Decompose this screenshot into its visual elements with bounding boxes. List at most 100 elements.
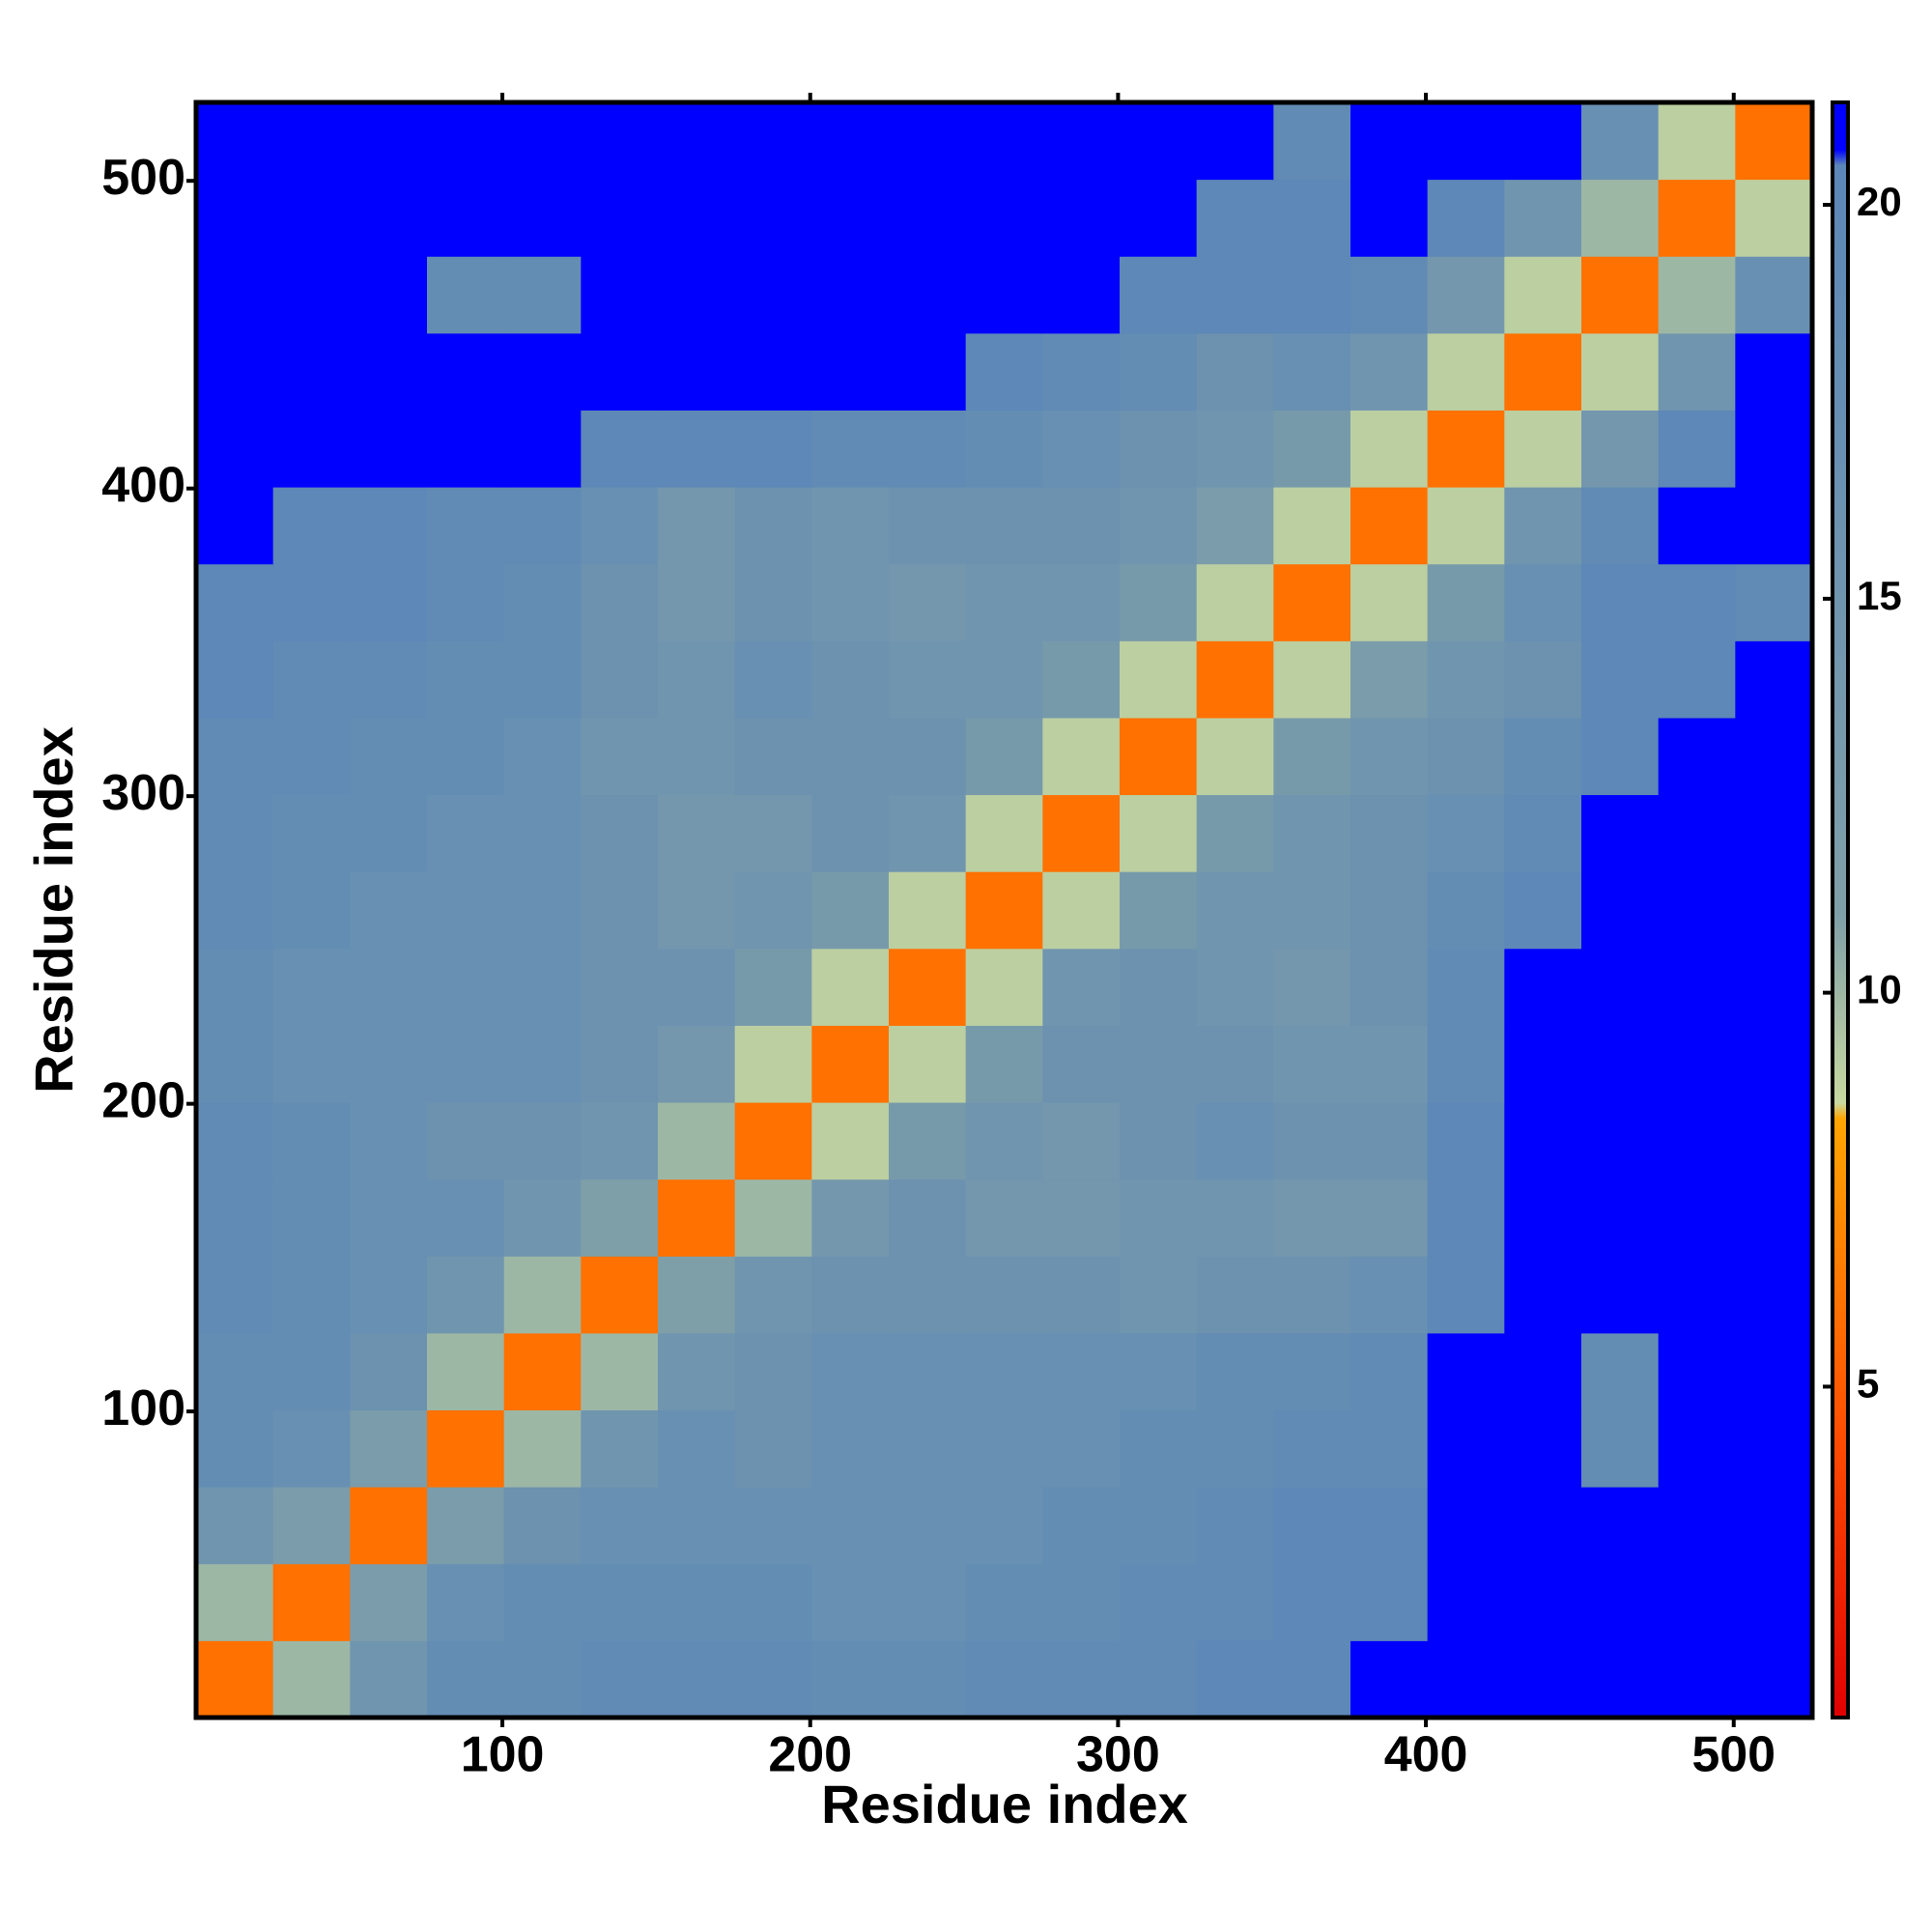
heatmap-cell <box>1196 1332 1274 1411</box>
heatmap-cell <box>1735 794 1812 872</box>
heatmap-cell <box>272 794 351 872</box>
heatmap-cell <box>1273 563 1351 641</box>
heatmap-cell <box>1042 871 1121 950</box>
heatmap-cell <box>350 179 428 257</box>
heatmap-cell <box>1196 948 1274 1026</box>
heatmap-cell <box>1042 1256 1121 1334</box>
heatmap-cell <box>1581 1179 1660 1257</box>
heatmap-cell <box>965 1256 1043 1334</box>
heatmap-cell <box>427 1563 505 1641</box>
heatmap-cell <box>1120 1025 1198 1103</box>
heatmap-cell <box>427 332 505 411</box>
heatmap-cell <box>1735 1025 1812 1103</box>
heatmap-cell <box>427 794 505 872</box>
heatmap-cell <box>811 1640 890 1718</box>
heatmap-cell <box>1581 256 1660 334</box>
heatmap-cell <box>1120 717 1198 796</box>
y-tick-label: 500 <box>101 150 185 206</box>
heatmap-cell <box>196 179 274 257</box>
heatmap-cell <box>1042 717 1121 796</box>
heatmap-cell <box>427 410 505 488</box>
heatmap-cell <box>1350 717 1429 796</box>
heatmap-cell <box>1735 1102 1812 1180</box>
heatmap-cell <box>1658 563 1736 641</box>
heatmap-cell <box>272 1563 351 1641</box>
heatmap-cell <box>581 1256 659 1334</box>
heatmap-cell <box>427 563 505 641</box>
heatmap-cell <box>1735 487 1812 565</box>
heatmap-cell <box>503 256 582 334</box>
heatmap-cell <box>889 1102 967 1180</box>
heatmap-cell <box>1735 179 1812 257</box>
heatmap-cell <box>734 410 812 488</box>
heatmap-cell <box>1658 640 1736 719</box>
heatmap-cell <box>811 410 890 488</box>
heatmap-cell <box>1042 1409 1121 1488</box>
heatmap-cell <box>889 487 967 565</box>
heatmap-cell <box>1120 1563 1198 1641</box>
heatmap-cell <box>1196 410 1274 488</box>
heatmap-cell <box>811 256 890 334</box>
heatmap-cell <box>1350 487 1429 565</box>
heatmap-cell <box>658 1332 736 1411</box>
heatmap-cell <box>1273 640 1351 719</box>
heatmap-cell <box>734 1563 812 1641</box>
y-axis-title: Residue index <box>23 726 84 1094</box>
heatmap-cell <box>196 1332 274 1411</box>
heatmap-cell <box>503 1487 582 1565</box>
heatmap-cell <box>1196 563 1274 641</box>
heatmap-cell <box>734 948 812 1026</box>
heatmap-cell <box>350 1563 428 1641</box>
heatmap-cell <box>1658 1332 1736 1411</box>
heatmap-cell <box>965 1487 1043 1565</box>
heatmap-cell <box>350 102 428 181</box>
heatmap-cell <box>734 1025 812 1103</box>
heatmap-cell <box>1581 871 1660 950</box>
heatmap-cell <box>1427 640 1505 719</box>
heatmap-cell <box>503 410 582 488</box>
heatmap-cell <box>1273 1179 1351 1257</box>
heatmap-cell <box>889 179 967 257</box>
heatmap-cell <box>1120 332 1198 411</box>
heatmap-cell <box>503 948 582 1026</box>
heatmap-cell <box>1504 179 1582 257</box>
heatmap-cell <box>734 871 812 950</box>
heatmap-cell <box>734 1487 812 1565</box>
heatmap-cell <box>1504 1102 1582 1180</box>
heatmap-cell <box>889 102 967 181</box>
heatmap-cell <box>1350 410 1429 488</box>
heatmap-cell <box>581 332 659 411</box>
heatmap-cell <box>1658 794 1736 872</box>
heatmap-cell <box>581 794 659 872</box>
heatmap-cell <box>196 1409 274 1488</box>
y-tick-label: 300 <box>101 765 185 821</box>
heatmap-cell <box>658 717 736 796</box>
heatmap-cell <box>1581 1409 1660 1488</box>
heatmap-cell <box>1427 102 1505 181</box>
heatmap-cell <box>272 717 351 796</box>
heatmap-cell <box>1735 256 1812 334</box>
heatmap-cell <box>734 1409 812 1488</box>
heatmap-cell <box>503 794 582 872</box>
heatmap-cell <box>350 563 428 641</box>
colorbar <box>1831 100 1850 1719</box>
heatmap-cell <box>196 563 274 641</box>
heatmap-cell <box>350 256 428 334</box>
heatmap-cell <box>1504 410 1582 488</box>
heatmap-cell <box>1427 871 1505 950</box>
heatmap-cell <box>1120 256 1198 334</box>
heatmap-cell <box>581 1332 659 1411</box>
heatmap-cell <box>658 1025 736 1103</box>
heatmap-cell <box>1350 1179 1429 1257</box>
heatmap-cell <box>811 102 890 181</box>
heatmap-cell <box>1658 1025 1736 1103</box>
heatmap-cell <box>1350 1102 1429 1180</box>
heatmap-cell <box>1427 1179 1505 1257</box>
heatmap-cell <box>196 1179 274 1257</box>
heatmap-cell <box>1042 102 1121 181</box>
heatmap-cell <box>889 410 967 488</box>
heatmap-cell <box>503 1179 582 1257</box>
heatmap-cell <box>1427 1640 1505 1718</box>
x-tick-label: 300 <box>1076 1727 1160 1783</box>
heatmap-cell <box>1273 1102 1351 1180</box>
